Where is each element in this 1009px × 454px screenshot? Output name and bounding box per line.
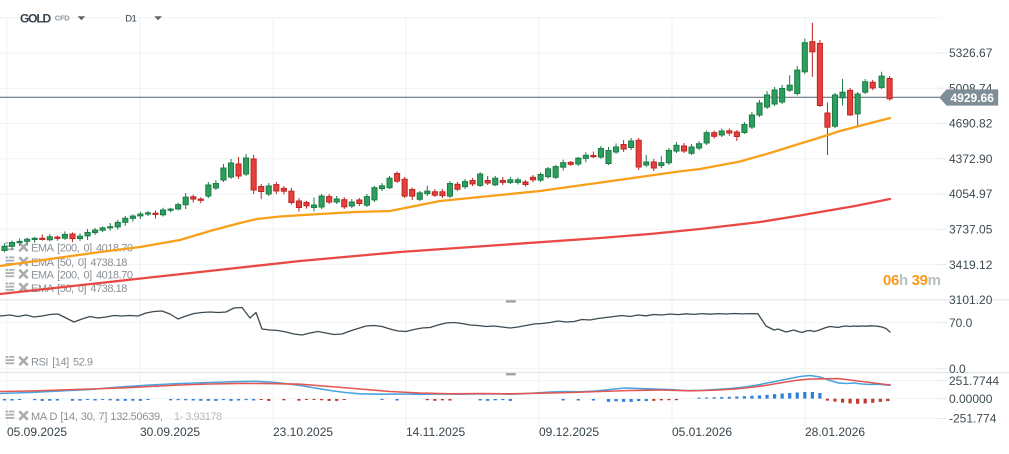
svg-text:-251.774: -251.774	[949, 412, 997, 426]
svg-text:4372.90: 4372.90	[949, 152, 993, 166]
svg-text:GOLD: GOLD	[20, 12, 52, 26]
svg-text:05.09.2025: 05.09.2025	[7, 425, 67, 439]
svg-text:05.01.2026: 05.01.2026	[672, 425, 732, 439]
svg-text:4929.66: 4929.66	[951, 91, 995, 105]
svg-text:70.0: 70.0	[949, 316, 973, 330]
svg-text:EMA [200, 0] 4018.70: EMA [200, 0] 4018.70	[31, 269, 133, 281]
svg-text:30.09.2025: 30.09.2025	[140, 425, 200, 439]
svg-text:0.00000: 0.00000	[949, 392, 993, 406]
svg-text:CFD: CFD	[55, 13, 70, 22]
svg-text:3101.20: 3101.20	[949, 293, 993, 307]
svg-text:EMA [50, 0] 4738.18: EMA [50, 0] 4738.18	[31, 257, 127, 269]
svg-text:3737.05: 3737.05	[949, 223, 993, 237]
svg-text:06h 39m: 06h 39m	[883, 272, 941, 289]
svg-text:RSI [14] 52.9: RSI [14] 52.9	[31, 356, 93, 368]
svg-text:0.0: 0.0	[949, 362, 966, 376]
svg-text:EMA [200, 0] 4018.70: EMA [200, 0] 4018.70	[31, 242, 133, 254]
svg-text:4690.82: 4690.82	[949, 117, 993, 131]
svg-text:28.01.2026: 28.01.2026	[805, 425, 865, 439]
svg-text:14.11.2025: 14.11.2025	[406, 425, 465, 439]
svg-text:251.7744: 251.7744	[949, 374, 999, 388]
svg-text:1- 3.93178: 1- 3.93178	[174, 411, 222, 423]
svg-text:MA D [14, 30, 7] 132.50639,: MA D [14, 30, 7] 132.50639,	[31, 411, 163, 423]
svg-text:D1: D1	[125, 14, 136, 25]
svg-text:23.10.2025: 23.10.2025	[273, 425, 333, 439]
svg-text:5326.67: 5326.67	[949, 46, 993, 60]
svg-text:09.12.2025: 09.12.2025	[539, 425, 599, 439]
svg-text:EMA [50, 0] 4738.18: EMA [50, 0] 4738.18	[31, 283, 127, 295]
svg-text:3419.12: 3419.12	[949, 258, 993, 272]
svg-text:4054.97: 4054.97	[949, 187, 993, 201]
